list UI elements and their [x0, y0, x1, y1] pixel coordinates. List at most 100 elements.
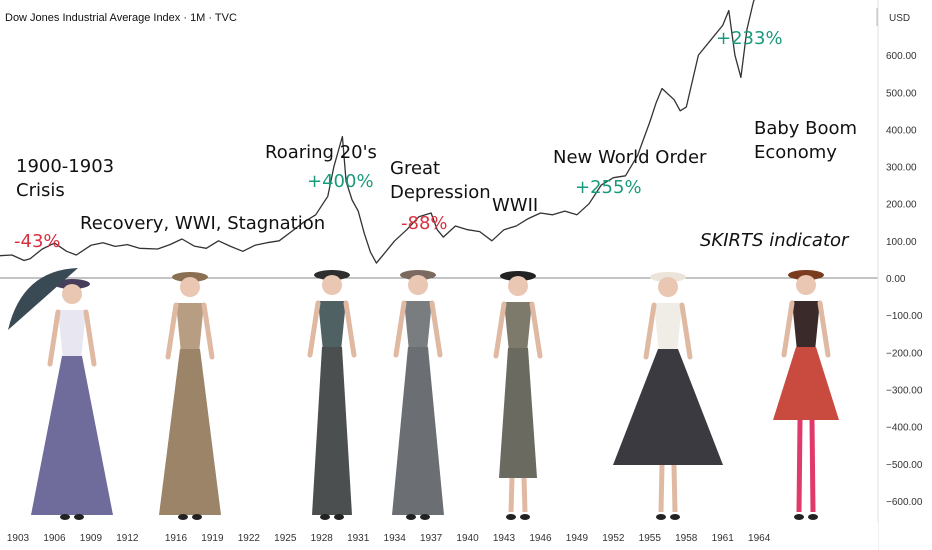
arm — [679, 302, 693, 360]
x-tick-label: 1946 — [529, 533, 552, 544]
figure-1940 — [493, 271, 543, 520]
y-tick-label: −600.00 — [886, 497, 923, 508]
annotation-boom: Baby Boom Economy — [754, 118, 857, 163]
arm — [529, 301, 543, 359]
head — [658, 277, 678, 297]
torso — [58, 310, 86, 360]
skirt — [392, 347, 444, 515]
shoe — [320, 514, 330, 520]
figure-1903 — [31, 279, 113, 520]
skirt — [31, 356, 113, 515]
arm — [307, 300, 321, 358]
arm — [343, 300, 357, 358]
shoe — [506, 514, 516, 520]
x-tick-label: 1903 — [7, 533, 30, 544]
x-tick-label: 1961 — [712, 533, 735, 544]
y-tick-label: −200.00 — [886, 348, 923, 359]
head — [508, 276, 528, 296]
arm — [201, 302, 215, 360]
figure-1962 — [773, 270, 839, 520]
shoe — [794, 514, 804, 520]
figure-1916 — [159, 272, 221, 520]
skirt — [159, 349, 221, 515]
figure-1926 — [307, 270, 357, 520]
torso — [318, 301, 346, 351]
figure-1951 — [613, 272, 723, 520]
x-tick-label: 1916 — [165, 533, 188, 544]
head — [62, 284, 82, 304]
shoe — [420, 514, 430, 520]
torso — [654, 303, 682, 353]
arm — [429, 300, 443, 358]
arm — [493, 301, 507, 359]
price-layer — [0, 0, 755, 264]
x-tick-label: 1912 — [116, 533, 139, 544]
y-tick-label: 0.00 — [886, 274, 906, 285]
y-tick-label: −300.00 — [886, 385, 923, 396]
leg — [508, 477, 515, 513]
y-axis: 600.00 500.00 400.00 300.00 200.00 100.00 0.00… — [877, 0, 932, 550]
y-tick-label: 600.00 — [886, 51, 917, 62]
torso — [404, 301, 432, 351]
y-tick-label: −100.00 — [886, 311, 923, 322]
leg — [521, 477, 528, 513]
shoe — [60, 514, 70, 520]
annotation-crisis-pct: -43% — [14, 231, 61, 252]
annotation-roaring-pct: +400% — [307, 171, 374, 192]
shoe — [334, 514, 344, 520]
annotation-nwo-pct: +255% — [575, 177, 642, 198]
y-tick-label: 200.00 — [886, 200, 917, 211]
torso — [792, 301, 820, 351]
x-tick-label: 1909 — [80, 533, 103, 544]
x-tick-label: 1964 — [748, 533, 771, 544]
shoe — [520, 514, 530, 520]
arm — [393, 300, 407, 358]
torso — [504, 302, 532, 352]
x-tick-label: 1952 — [602, 533, 625, 544]
arm — [817, 300, 831, 358]
annotation-roaring: Roaring 20's — [265, 142, 377, 163]
annotation-wwii: WWII — [492, 195, 538, 216]
leg — [796, 419, 803, 513]
annotation-crisis: 1900-1903 Crisis — [16, 156, 114, 201]
shoe — [656, 514, 666, 520]
x-tick-label: 1928 — [311, 533, 334, 544]
shoe — [192, 514, 202, 520]
x-tick-label: 1919 — [201, 533, 224, 544]
x-tick-label: 1925 — [274, 533, 297, 544]
leg — [809, 419, 816, 513]
annotation-skirts: SKIRTS indicator — [700, 230, 850, 251]
leg — [671, 464, 678, 513]
chart-title: Dow Jones Industrial Average Index · 1M … — [5, 12, 237, 24]
x-tick-label: 1922 — [238, 533, 261, 544]
head — [408, 275, 428, 295]
arm — [83, 309, 97, 367]
arm — [781, 300, 795, 358]
skirt — [312, 347, 352, 515]
shoe — [406, 514, 416, 520]
arm — [47, 309, 61, 367]
x-tick-label: 1940 — [456, 533, 479, 544]
currency-label: USD — [889, 13, 910, 24]
x-tick-label: 1906 — [43, 533, 66, 544]
shoe — [74, 514, 84, 520]
x-tick-label: 1955 — [639, 533, 662, 544]
arm — [165, 302, 179, 360]
annotation-recovery: Recovery, WWI, Stagnation — [80, 213, 325, 234]
y-tick-label: −400.00 — [886, 423, 923, 434]
x-axis: 1903 1906 1909 1912 1916 1919 1922 1925 1928 1931… — [0, 522, 878, 550]
annotation-boom-pct: +233% — [716, 28, 783, 49]
shoe — [178, 514, 188, 520]
head — [322, 275, 342, 295]
figures-layer — [8, 268, 839, 520]
annotation-depression-pct: -88% — [401, 213, 448, 234]
x-tick-label: 1949 — [566, 533, 589, 544]
head — [180, 277, 200, 297]
x-tick-label: 1937 — [420, 533, 443, 544]
figure-1933 — [392, 270, 444, 520]
x-tick-label: 1943 — [493, 533, 516, 544]
annotation-nwo: New World Order — [553, 147, 707, 168]
parasol-icon — [8, 268, 78, 330]
y-tick-label: 500.00 — [886, 88, 917, 99]
